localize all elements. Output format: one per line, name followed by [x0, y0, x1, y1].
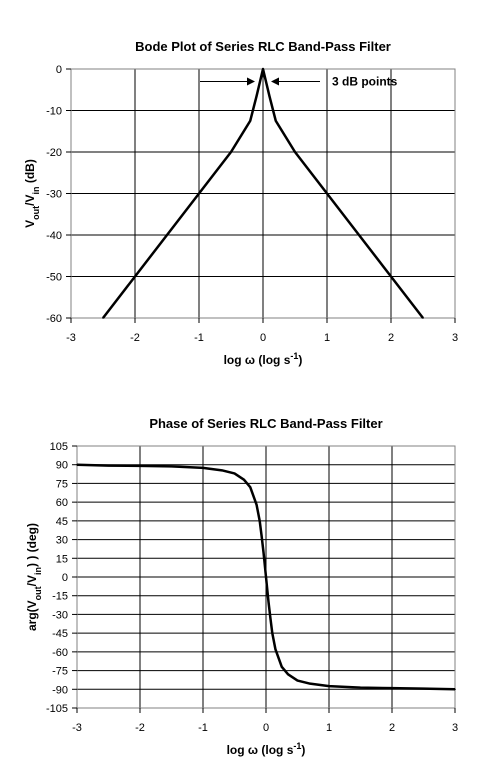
- y-tick-label: 0: [62, 572, 68, 584]
- chart-title: Bode Plot of Series RLC Band-Pass Filter: [135, 39, 391, 54]
- data-point: [243, 478, 245, 481]
- x-tick-label: 2: [389, 722, 395, 734]
- y-tick-label: -105: [46, 703, 68, 715]
- y-axis-label: Vout/Vin (dB): [23, 159, 41, 228]
- data-point: [260, 535, 263, 537]
- y-tick-label: -15: [52, 591, 68, 603]
- data-point: [269, 617, 272, 619]
- y-tick-label: 75: [56, 478, 68, 490]
- data-point: [266, 588, 269, 591]
- x-axis-label: log ω (log s-1): [224, 351, 303, 367]
- data-point: [262, 68, 264, 70]
- data-point: [422, 317, 424, 319]
- x-tick-label: -3: [66, 332, 76, 344]
- y-tick-label: -45: [52, 628, 68, 640]
- x-tick-label: -1: [198, 722, 208, 734]
- data-point: [255, 95, 258, 97]
- data-point: [294, 151, 296, 153]
- data-point: [202, 467, 204, 469]
- data-point: [230, 151, 232, 153]
- data-point: [326, 192, 328, 195]
- chart-title: Phase of Series RLC Band-Pass Filter: [149, 416, 382, 431]
- data-point: [233, 472, 236, 475]
- data-point: [271, 632, 274, 634]
- y-tick-label: -90: [52, 684, 68, 696]
- y-tick-label: 15: [56, 553, 68, 565]
- annotation-label: 3 dB points: [332, 74, 398, 88]
- data-point: [255, 503, 258, 506]
- data-point: [107, 464, 110, 467]
- x-tick-label: 3: [452, 722, 458, 734]
- y-tick-label: -60: [52, 647, 68, 659]
- data-point: [134, 275, 136, 278]
- x-tick-label: 3: [452, 332, 458, 344]
- data-point: [359, 686, 362, 689]
- y-tick-label: -75: [52, 666, 68, 678]
- data-point: [139, 465, 141, 467]
- data-point: [263, 563, 266, 566]
- y-tick-label: 90: [56, 460, 68, 472]
- x-tick-label: 0: [260, 332, 266, 344]
- data-point: [391, 687, 393, 689]
- x-tick-label: -3: [72, 722, 82, 734]
- data-point: [170, 465, 173, 468]
- data-point: [102, 317, 104, 319]
- y-tick-label: 105: [50, 441, 68, 453]
- y-axis-label: arg(Vout/Vin) ) (deg): [25, 523, 43, 631]
- data-point: [265, 576, 267, 578]
- y-tick-label: 0: [56, 64, 62, 76]
- data-point: [268, 95, 271, 97]
- y-tick-label: -20: [46, 147, 62, 159]
- magnitude-chart: Bode Plot of Series RLC Band-Pass Filter…: [23, 39, 458, 367]
- data-point: [454, 688, 456, 691]
- data-point: [274, 648, 277, 651]
- data-point: [249, 120, 251, 122]
- x-tick-label: 1: [324, 332, 330, 344]
- data-point: [422, 687, 425, 690]
- data-point: [221, 469, 223, 472]
- data-point: [262, 551, 265, 553]
- y-tick-label: -60: [46, 313, 62, 325]
- data-point: [198, 192, 200, 195]
- data-point: [309, 682, 311, 685]
- x-tick-label: 0: [263, 722, 269, 734]
- y-tick-label: -50: [46, 272, 62, 284]
- data-point: [280, 666, 283, 668]
- x-tick-label: -2: [130, 332, 140, 344]
- y-tick-label: 30: [56, 535, 68, 547]
- y-tick-label: -10: [46, 106, 62, 118]
- data-point: [287, 673, 289, 676]
- data-point: [296, 679, 299, 682]
- data-point: [166, 234, 168, 236]
- x-axis-label: log ω (log s-1): [227, 741, 306, 757]
- y-tick-label: -40: [46, 230, 62, 242]
- data-point: [76, 463, 78, 466]
- data-point: [358, 234, 360, 236]
- data-point: [267, 601, 270, 603]
- data-point: [258, 520, 261, 522]
- data-point: [328, 685, 330, 687]
- x-tick-label: -2: [135, 722, 145, 734]
- phase-chart: Phase of Series RLC Band-Pass Filter -3 -2…: [25, 416, 458, 757]
- data-point: [390, 275, 392, 278]
- data-point: [275, 120, 277, 122]
- y-tick-label: 45: [56, 516, 68, 528]
- y-tick-label: -30: [46, 189, 62, 201]
- x-tick-label: 2: [388, 332, 394, 344]
- x-tick-label: 1: [326, 722, 332, 734]
- data-point: [249, 486, 252, 488]
- y-tick-label: -30: [52, 609, 68, 621]
- x-tick-label: -1: [194, 332, 204, 344]
- y-tick-label: 60: [56, 497, 68, 509]
